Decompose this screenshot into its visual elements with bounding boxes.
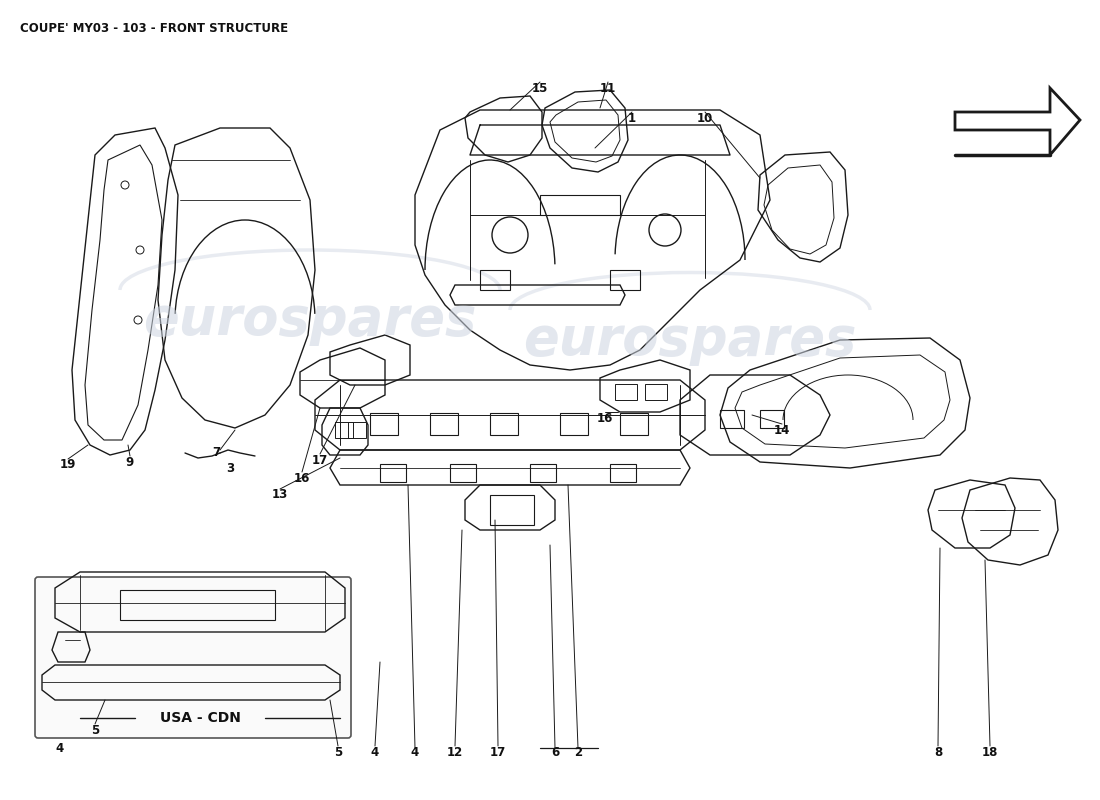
Text: 16: 16: [294, 471, 310, 485]
Bar: [530, 464, 556, 482]
Text: 17: 17: [312, 454, 328, 466]
Text: USA - CDN: USA - CDN: [160, 711, 241, 725]
Text: 9: 9: [125, 455, 134, 469]
Text: 3: 3: [226, 462, 234, 474]
Bar: [450, 464, 476, 482]
Bar: [490, 413, 518, 435]
Text: 11: 11: [600, 82, 616, 94]
Bar: [560, 413, 588, 435]
Text: 4: 4: [371, 746, 380, 758]
Bar: [490, 495, 534, 525]
Bar: [336, 422, 353, 438]
Text: 14: 14: [773, 423, 790, 437]
Bar: [348, 422, 366, 438]
Text: 5: 5: [91, 723, 99, 737]
Bar: [720, 410, 744, 428]
Text: 18: 18: [982, 746, 998, 758]
Text: 2: 2: [574, 746, 582, 758]
Text: 6: 6: [551, 746, 559, 758]
Text: 19: 19: [59, 458, 76, 471]
Text: 5: 5: [334, 746, 342, 758]
Bar: [760, 410, 784, 428]
Text: 17: 17: [490, 746, 506, 758]
Text: 12: 12: [447, 746, 463, 758]
Text: 13: 13: [272, 489, 288, 502]
Bar: [370, 413, 398, 435]
Bar: [610, 464, 636, 482]
Bar: [615, 384, 637, 400]
Text: 15: 15: [531, 82, 548, 94]
Bar: [610, 270, 640, 290]
Bar: [645, 384, 667, 400]
Text: 1: 1: [628, 111, 636, 125]
Bar: [430, 413, 458, 435]
Text: 4: 4: [411, 746, 419, 758]
Text: 8: 8: [934, 746, 942, 758]
Bar: [120, 590, 275, 620]
Text: eurospares: eurospares: [524, 314, 857, 366]
FancyBboxPatch shape: [35, 577, 351, 738]
Text: 10: 10: [697, 111, 713, 125]
Bar: [379, 464, 406, 482]
Text: 4: 4: [56, 742, 64, 754]
Bar: [540, 195, 620, 215]
Bar: [480, 270, 510, 290]
Text: 7: 7: [212, 446, 220, 458]
Bar: [620, 413, 648, 435]
Text: COUPE' MY03 - 103 - FRONT STRUCTURE: COUPE' MY03 - 103 - FRONT STRUCTURE: [20, 22, 288, 35]
Text: 16: 16: [597, 411, 613, 425]
Text: eurospares: eurospares: [143, 294, 476, 346]
